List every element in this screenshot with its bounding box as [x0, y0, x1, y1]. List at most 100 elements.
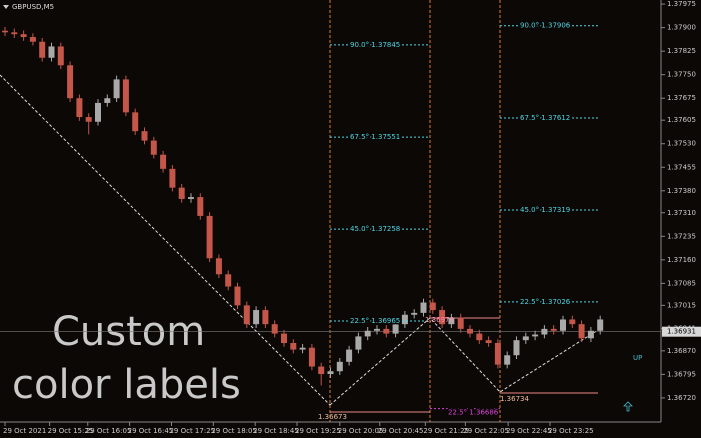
candle-body	[541, 328, 548, 335]
y-tick-label: 1.37085	[667, 279, 696, 287]
candle-body	[467, 328, 473, 334]
candle-body	[271, 324, 278, 334]
candle-body	[132, 112, 139, 132]
candle-body	[374, 328, 380, 331]
y-tick-label: 1.36720	[667, 394, 696, 402]
candle-body	[262, 310, 269, 325]
candle-body	[308, 347, 315, 367]
candle-body	[150, 140, 157, 155]
candle-body	[160, 154, 167, 169]
x-tick-label: 29 Oct 22:45	[506, 427, 552, 435]
signal-arrow	[623, 401, 633, 412]
candle-body	[225, 274, 232, 287]
candle-body	[95, 102, 101, 122]
candle-body	[346, 349, 353, 362]
y-tick-label: 1.37900	[667, 24, 696, 32]
y-tick-label: 1.37605	[667, 116, 696, 124]
y-tick-label: 1.37310	[667, 209, 696, 217]
y-tick-label: 1.36795	[667, 370, 696, 378]
signal-label: UP	[633, 354, 642, 362]
candle-body	[281, 333, 287, 343]
candle-body	[104, 98, 111, 103]
fib-label: 22.5° 1.37026	[520, 298, 571, 306]
candle-body	[48, 46, 55, 58]
x-tick-label: 29 Oct 20:45	[378, 427, 424, 435]
candle-body	[197, 197, 204, 216]
x-tick-label: 29 Oct 18:45	[253, 427, 299, 435]
candle-body	[234, 286, 241, 306]
candle-body	[206, 215, 213, 259]
candle-body	[392, 324, 399, 334]
candle-body	[2, 30, 8, 33]
x-tick-label: 29 Oct 16:05	[86, 427, 132, 435]
candle-body	[299, 347, 306, 350]
y-tick-label: 1.37455	[667, 163, 696, 171]
candle-body	[401, 314, 408, 325]
fib-label: 90.0° 1.37906	[520, 22, 571, 30]
candle-body	[178, 187, 185, 199]
y-tick-label: 1.37975	[667, 0, 696, 8]
candle-body	[429, 302, 436, 311]
y-tick-label: 1.37675	[667, 94, 696, 102]
candle-body	[39, 41, 46, 58]
candle-body	[76, 98, 83, 118]
candle-body	[494, 342, 501, 365]
candle-body	[411, 312, 418, 315]
candle-body	[383, 328, 390, 334]
candle-body	[355, 336, 362, 350]
x-tick-label: 29 Oct 19:25	[295, 427, 341, 435]
candle-body	[476, 333, 483, 341]
x-tick-label: 29 Oct 21:25	[423, 427, 469, 435]
candle-body	[522, 336, 529, 341]
candle-body	[560, 319, 566, 331]
x-tick-label: 29 Oct 22:05	[463, 427, 509, 435]
candle-body	[11, 32, 18, 35]
candle-body	[550, 328, 557, 331]
candle-body	[253, 310, 260, 325]
price-label: 1.36734	[500, 395, 529, 403]
x-tick-label: 29 Oct 20:05	[338, 427, 384, 435]
candle-body	[188, 197, 194, 199]
price-label: 1.36978	[425, 316, 454, 324]
candle-body	[113, 79, 120, 99]
current-price-box	[662, 326, 701, 337]
trend-line	[0, 74, 331, 406]
x-tick-label: 29 Oct 16:45	[128, 427, 174, 435]
candle-body	[327, 371, 334, 375]
fib-label: 67.5° 1.37551	[350, 133, 400, 141]
y-tick-label: 1.37235	[667, 232, 696, 240]
y-tick-label: 1.37530	[667, 140, 696, 148]
candle-body	[243, 305, 250, 325]
candle-body	[29, 37, 36, 42]
candle-body	[215, 258, 222, 275]
fib-label: 22.5° 1.36686	[448, 409, 499, 417]
candle-body	[290, 342, 297, 350]
candle-body	[569, 319, 576, 325]
fib-label: 67.5° 1.37612	[520, 114, 570, 122]
x-tick-label: 29 Oct 15:25	[48, 427, 94, 435]
x-tick-label: 29 Oct 18:05	[211, 427, 257, 435]
x-tick-label: 29 Oct 17:25	[169, 427, 215, 435]
candle-body	[57, 46, 64, 66]
y-tick-label: 1.36870	[667, 347, 696, 355]
y-tick-label: 1.37160	[667, 256, 696, 264]
symbol-title: GBPUSD,M5	[12, 3, 54, 11]
y-tick-label: 1.37380	[667, 187, 696, 195]
candle-body	[597, 319, 604, 331]
candle-body	[20, 34, 27, 38]
x-tick-label: 29 Oct 23:25	[548, 427, 594, 435]
candle-body	[532, 334, 539, 337]
current-price-label: 1.36931	[667, 328, 696, 336]
candle-body	[141, 131, 148, 141]
menu-arrow	[3, 5, 9, 9]
candle-body	[513, 340, 520, 356]
candle-body	[448, 317, 455, 325]
candle-body	[85, 117, 92, 122]
y-tick-label: 1.37825	[667, 47, 696, 55]
fib-label: 45.0° 1.37319	[520, 206, 570, 214]
y-tick-label: 1.37750	[667, 71, 696, 79]
price-label: 1.36673	[318, 413, 347, 421]
candle-body	[457, 317, 464, 329]
